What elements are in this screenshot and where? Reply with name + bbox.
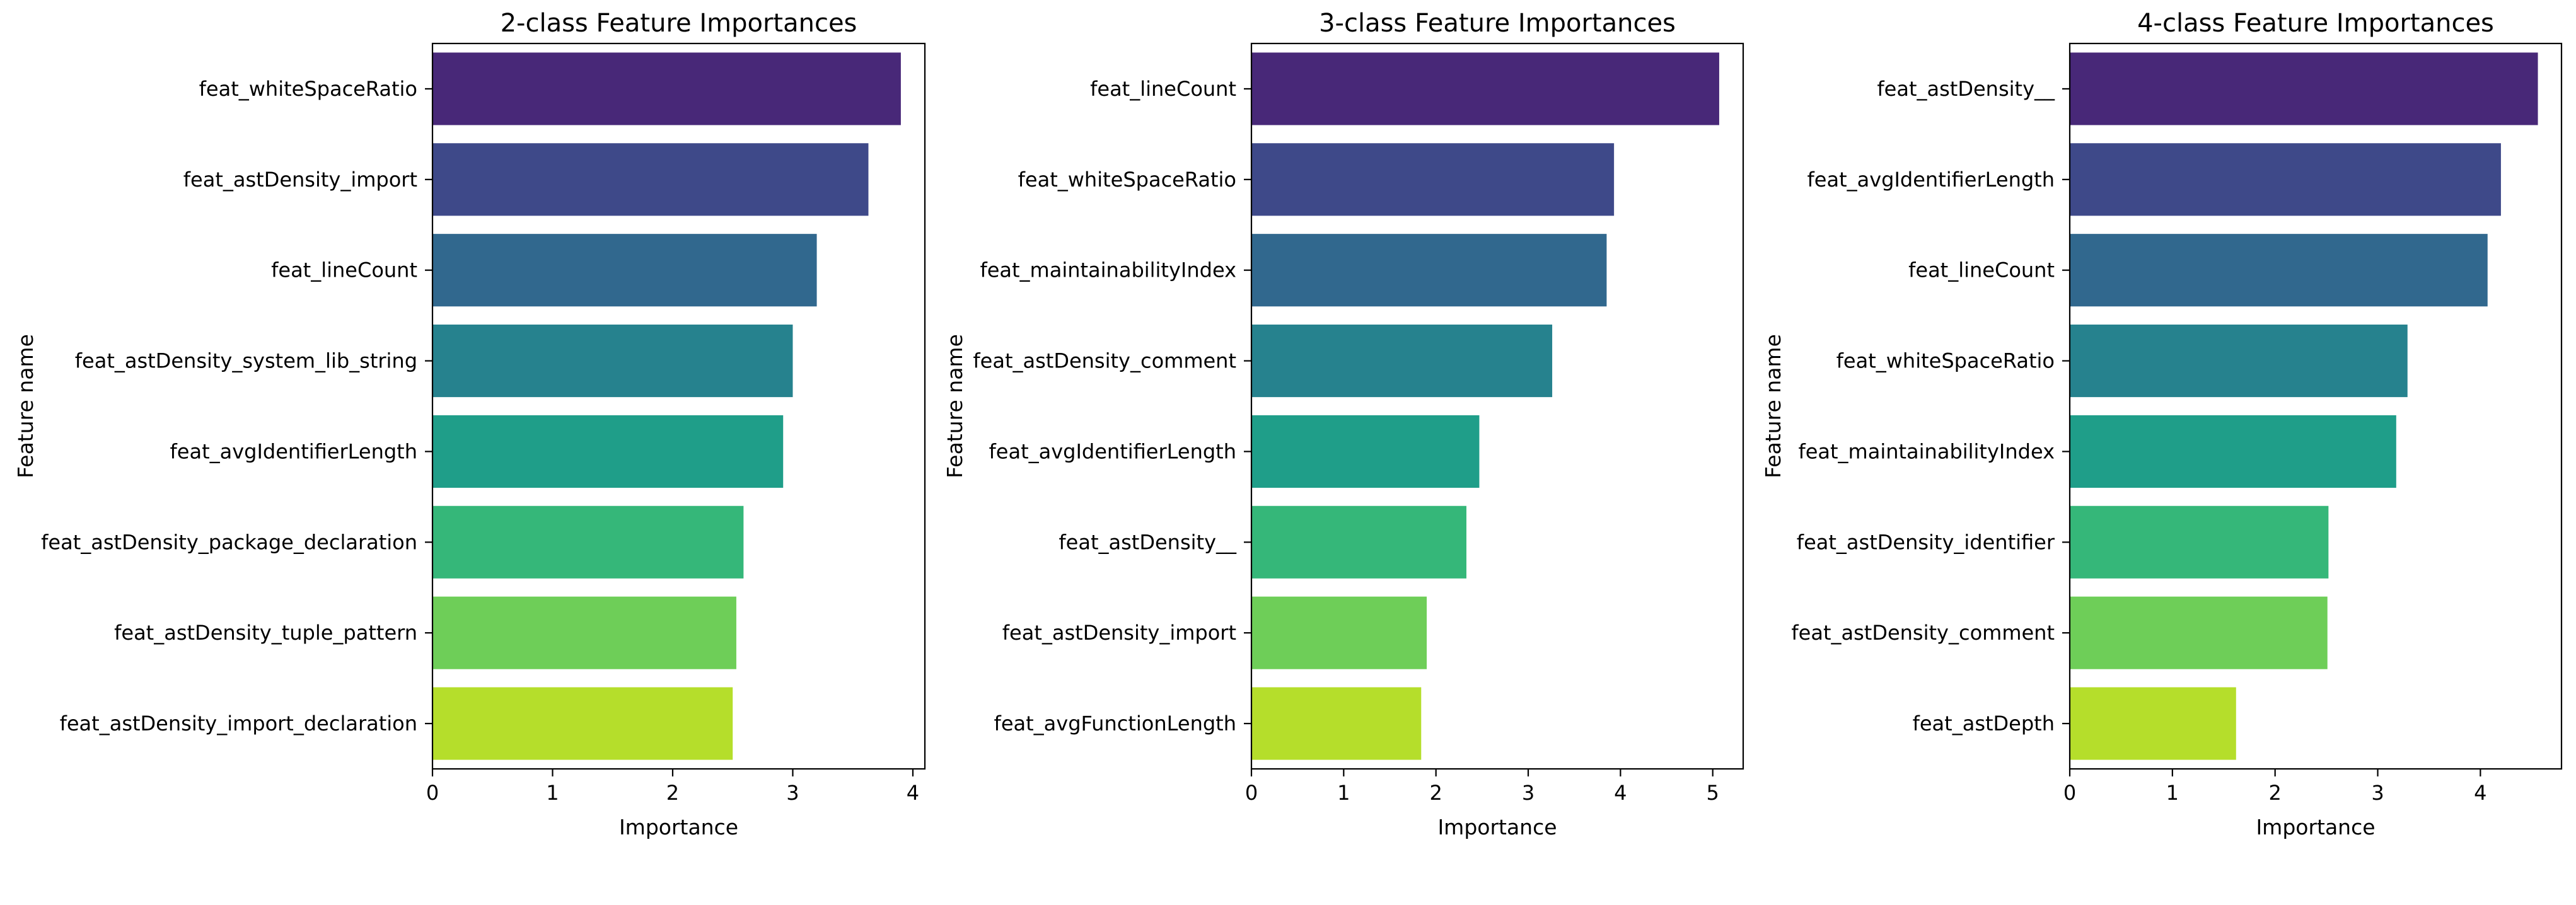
y-tick-label: feat_astDensity_system_lib_string [75,349,417,373]
y-tick-label: feat_astDepth [1913,712,2055,735]
x-tick-label: 1 [1337,781,1350,805]
y-axis-label: Feature name [943,334,967,478]
bar-feat-linecount [1251,52,1719,125]
bar-feat-avgfunctionlength [1251,687,1422,760]
bar-feat-astdepth [2070,687,2236,760]
x-tick-label: 1 [2166,781,2179,805]
chart-title: 3-class Feature Importances [1319,9,1676,38]
y-tick-label: feat_avgIdentifierLength [989,439,1237,463]
y-tick-label: feat_astDensity_import_declaration [60,712,417,735]
x-tick-label: 5 [1707,781,1719,805]
y-tick-label: feat_lineCount [1090,77,1236,101]
bar-feat-astdensity-tuple-pattern [432,596,736,669]
y-tick-label: feat_maintainabilityIndex [980,258,1236,282]
axes-frame [2068,42,2563,770]
bar-feat-linecount [432,234,817,307]
y-tick-label: feat_whiteSpaceRatio [1836,349,2055,373]
x-axis-label: Importance [619,815,738,839]
y-tick-label: feat_astDensity__ [1059,530,1237,554]
x-tick-label: 4 [1614,781,1627,805]
axes-frame [431,42,926,770]
bar-feat-whitespaceratio [2070,325,2408,398]
y-tick-label: feat_astDensity_tuple_pattern [114,621,417,645]
bar-feat-maintainabilityindex [1251,234,1607,307]
y-tick-label: feat_astDensity_import [1002,621,1236,645]
bar-feat-astdensity-system-lib-string [432,325,793,398]
x-tick-label: 0 [2063,781,2076,805]
chart-title: 4-class Feature Importances [2137,9,2494,38]
y-axis-label: Feature name [1761,334,1785,478]
y-tick-label: feat_astDensity_comment [973,349,1236,373]
y-tick-label: feat_astDensity_identifier [1797,530,2055,554]
y-tick-label: feat_astDensity_comment [1791,621,2055,645]
bar-feat-whitespaceratio [432,52,901,125]
y-tick-label: feat_lineCount [1908,258,2055,282]
subplot-4-class: 4-class Feature Importances feat_astDensi… [1761,9,2563,839]
x-tick-label: 0 [1245,781,1258,805]
x-axis-label: Importance [2256,815,2375,839]
y-tick-label: feat_astDensity_package_declaration [41,530,417,554]
bar-feat-astdensity-- [2070,52,2538,125]
bar-feat-astdensity-package-declaration [432,505,744,579]
subplot-2-class: 2-class Feature Importances feat_whiteSpa… [13,9,926,839]
bar-feat-astdensity-comment [1251,325,1553,398]
y-tick-label: feat_maintainabilityIndex [1798,439,2055,463]
y-tick-label: feat_whiteSpaceRatio [199,77,417,101]
x-tick-label: 3 [1522,781,1535,805]
y-axis-label: Feature name [13,334,38,478]
bar-feat-linecount [2070,234,2488,307]
x-tick-label: 1 [546,781,559,805]
y-tick-label: feat_astDensity__ [1877,77,2055,101]
bar-feat-astdensity-import [432,143,869,216]
bar-feat-avgidentifierlength [432,415,784,488]
bar-feat-astdensity-comment [2070,596,2328,669]
y-tick-label: feat_astDensity_import [183,168,417,192]
x-tick-label: 3 [2371,781,2384,805]
bar-feat-astdensity-import-declaration [432,687,733,760]
subplot-3-class: 3-class Feature Importances feat_lineCoun… [943,9,1744,839]
y-tick-label: feat_lineCount [271,258,417,282]
bar-feat-avgidentifierlength [1251,415,1480,488]
axes-frame [1250,42,1744,770]
chart-title: 2-class Feature Importances [501,9,857,38]
y-tick-label: feat_avgIdentifierLength [1807,168,2055,192]
bar-feat-whitespaceratio [1251,143,1615,216]
bar-feat-avgidentifierlength [2070,143,2501,216]
y-tick-label: feat_avgFunctionLength [994,712,1236,735]
x-tick-label: 4 [2474,781,2486,805]
y-tick-label: feat_whiteSpaceRatio [1018,168,1236,192]
bar-feat-astdensity-import [1251,596,1427,669]
x-tick-label: 2 [2268,781,2281,805]
y-tick-label: feat_avgIdentifierLength [170,439,418,463]
x-tick-label: 0 [426,781,439,805]
x-tick-label: 4 [907,781,919,805]
x-tick-label: 2 [1430,781,1442,805]
bar-feat-maintainabilityindex [2070,415,2396,488]
x-axis-label: Importance [1437,815,1557,839]
bar-feat-astdensity-- [1251,505,1466,579]
x-tick-label: 2 [666,781,679,805]
bar-feat-astdensity-identifier [2070,505,2329,579]
x-tick-label: 3 [786,781,799,805]
